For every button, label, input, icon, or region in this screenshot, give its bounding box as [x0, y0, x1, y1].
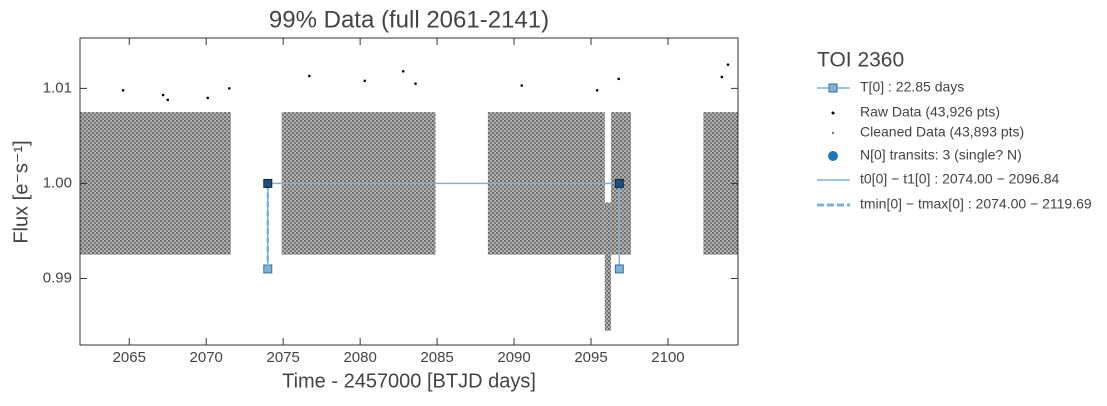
- raw-point: [520, 84, 524, 87]
- y-tick-label: 1.00: [43, 174, 72, 191]
- legend-marker: [831, 111, 835, 115]
- raw-point: [617, 77, 621, 81]
- legend-label: N[0] transits: 3 (single? N): [860, 147, 1022, 163]
- legend-label: Cleaned Data (43,893 pts): [860, 124, 1024, 140]
- raw-point: [595, 88, 599, 92]
- legend-label: t0[0] − t1[0] : 2074.00 − 2096.84: [860, 171, 1059, 187]
- raw-point: [161, 93, 165, 97]
- raw-point: [206, 96, 210, 100]
- raw-point: [363, 79, 367, 83]
- raw-point: [414, 82, 417, 85]
- legend-title: TOI 2360: [817, 49, 904, 72]
- legend-marker: [828, 83, 838, 93]
- transit-marker: [263, 178, 273, 188]
- raw-point: [121, 88, 125, 92]
- y-tick-label: 0.99: [43, 269, 72, 286]
- raw-point: [166, 98, 170, 102]
- legend-marker: [831, 131, 835, 135]
- y-tick-label: 1.01: [43, 79, 72, 96]
- legend-marker: [828, 151, 838, 161]
- y-axis-label: Flux [e⁻s⁻¹]: [10, 140, 32, 243]
- x-tick-label: 2095: [574, 349, 607, 366]
- x-tick-label: 2085: [420, 349, 453, 366]
- legend-label: tmin[0] − tmax[0] : 2074.00 − 2119.69: [860, 196, 1092, 212]
- cleaned-data: [80, 112, 231, 255]
- x-tick-label: 2080: [343, 349, 376, 366]
- legend-label: T[0] : 22.85 days: [860, 79, 964, 95]
- period-marker: [614, 264, 624, 274]
- transit-marker: [614, 178, 624, 188]
- raw-point: [726, 63, 730, 66]
- raw-point: [720, 75, 724, 79]
- x-tick-label: 2075: [266, 349, 299, 366]
- x-tick-label: 2065: [113, 349, 146, 366]
- x-tick-label: 2070: [190, 349, 223, 366]
- raw-point: [228, 87, 231, 90]
- x-axis-label: Time - 2457000 [BTJD days]: [282, 370, 536, 392]
- raw-point: [308, 74, 311, 78]
- chart-title: 99% Data (full 2061-2141): [269, 6, 549, 33]
- x-tick-label: 2090: [497, 349, 530, 366]
- raw-point: [401, 69, 405, 73]
- legend-label: Raw Data (43,926 pts): [860, 104, 1000, 120]
- x-tick-label: 2100: [651, 349, 684, 366]
- plot-frame: [79, 37, 739, 346]
- cleaned-data: [604, 202, 612, 331]
